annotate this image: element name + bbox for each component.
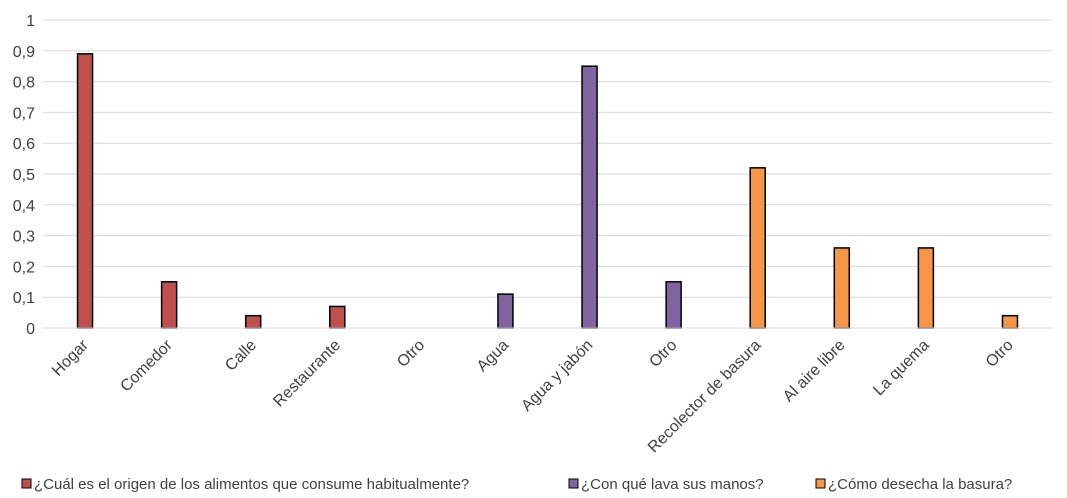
bars [76,53,1019,329]
y-tick-label: 0,9 [13,44,35,61]
gridlines [43,19,1052,298]
bar-agua [497,293,514,329]
y-tick-label: 0,6 [13,136,35,153]
bar-otro [665,281,682,329]
y-tick-label: 0,4 [13,198,35,215]
category-label: Agua [474,337,513,376]
legend-label: ¿Cómo desecha la basura? [828,476,1012,493]
bar-hogar [76,53,94,329]
y-axis-ticks: 0 0,1 0,2 0,3 0,4 0,5 0,6 0,7 0,8 0,9 1 [13,13,35,338]
y-tick-label: 0,5 [13,167,35,184]
legend: ¿Cuál es el origen de los alimentos que … [21,476,1012,493]
y-tick-label: 0,1 [13,290,35,307]
legend-label: ¿Con qué lava sus manos? [581,476,764,493]
legend-label: ¿Cuál es el origen de los alimentos que … [34,476,469,493]
bar-restaurante [329,305,346,329]
legend-swatch [21,478,32,489]
bar-recolector-de-basura [749,167,766,329]
category-label: Agua y jabón [518,337,596,415]
legend-swatch [815,478,826,489]
category-label: Otro [983,337,1017,371]
category-label: Restaurante [270,337,344,411]
category-label: Otro [646,337,680,371]
category-label: Calle [222,337,260,375]
bar-la-quema [917,247,935,329]
y-tick-label: 0,8 [13,75,35,92]
y-tick-label: 0,3 [13,229,35,246]
category-label: Hogar [49,336,92,379]
bar-otro [1001,314,1019,329]
category-label: Al aire libre [780,337,849,406]
category-label: Comedor [117,336,176,395]
legend-swatch [568,478,579,489]
y-tick-label: 0 [26,321,35,338]
category-label: Otro [394,337,428,371]
bar-calle [244,314,262,329]
y-tick-label: 0,7 [13,105,35,122]
y-tick-label: 0,2 [13,259,35,276]
bar-al-aire-libre [833,247,851,329]
bar-comedor [160,281,178,329]
bar-agua-y-jab-n [581,65,598,329]
y-tick-label: 1 [26,13,35,30]
x-axis-labels: Hogar Comedor Calle Restaurante Otro Agua Agua… [49,336,1017,456]
category-label: La quema [870,337,932,399]
